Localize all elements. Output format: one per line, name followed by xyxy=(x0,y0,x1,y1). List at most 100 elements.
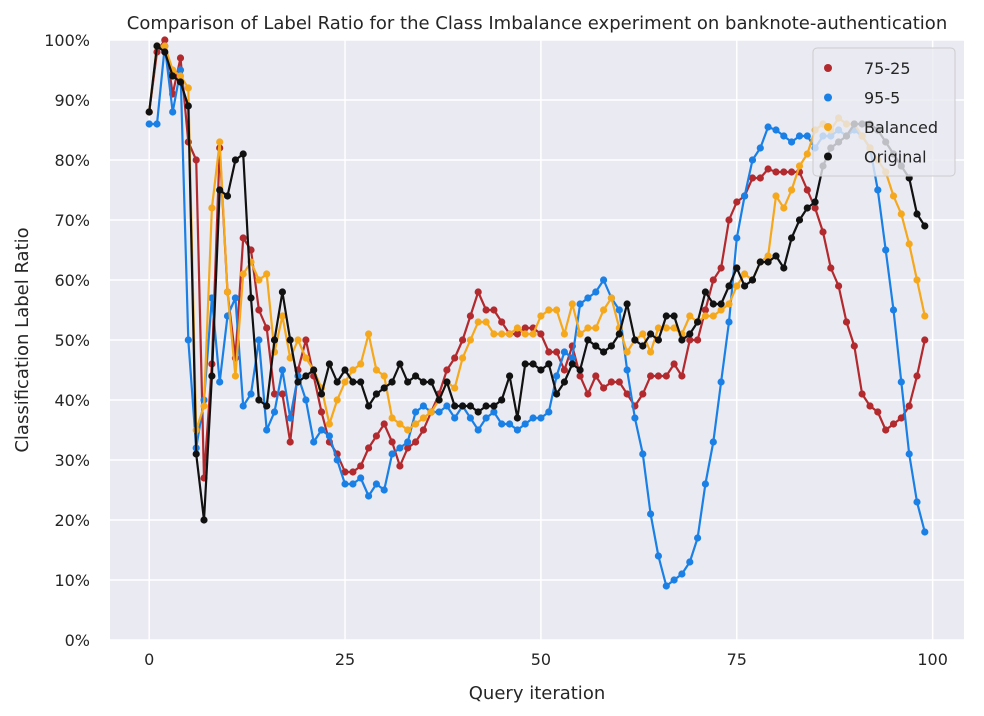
data-point-original xyxy=(521,360,529,368)
data-point-95-5 xyxy=(216,378,224,386)
data-point-75-25 xyxy=(592,372,600,380)
y-tick-label: 0% xyxy=(65,631,90,650)
data-point-original xyxy=(662,312,670,320)
data-point-75-25 xyxy=(412,438,420,446)
data-point-95-5 xyxy=(913,498,921,506)
data-point-95-5 xyxy=(474,426,482,434)
data-point-95-5 xyxy=(560,348,569,356)
data-point-95-5 xyxy=(435,408,443,416)
data-point-75-25 xyxy=(490,306,498,314)
data-point-95-5 xyxy=(325,432,333,440)
data-point-95-5 xyxy=(231,294,239,302)
data-point-75-25 xyxy=(451,354,459,362)
data-point-75-25 xyxy=(858,390,866,398)
data-point-balanced xyxy=(639,330,647,338)
data-point-95-5 xyxy=(780,132,788,140)
data-point-balanced xyxy=(592,324,600,332)
data-point-95-5 xyxy=(600,276,608,284)
legend-marker-75-25 xyxy=(824,64,832,72)
data-point-balanced xyxy=(333,396,341,404)
data-point-75-25 xyxy=(278,390,286,398)
legend-box xyxy=(812,47,956,177)
data-point-balanced xyxy=(404,426,412,434)
legend-label-original: Original xyxy=(864,148,927,167)
data-point-95-5 xyxy=(333,456,341,464)
data-point-95-5 xyxy=(184,336,192,344)
data-point-original xyxy=(545,360,553,368)
data-point-balanced xyxy=(419,414,427,422)
data-point-balanced xyxy=(176,72,185,80)
data-point-75-25 xyxy=(819,228,827,236)
data-point-original xyxy=(357,378,365,386)
data-point-75-25 xyxy=(647,372,655,380)
data-point-original xyxy=(553,390,561,398)
data-point-75-25 xyxy=(513,330,522,338)
data-point-original xyxy=(513,414,522,422)
data-point-95-5 xyxy=(419,402,427,410)
data-point-balanced xyxy=(451,384,459,392)
legend-label-75-25: 75-25 xyxy=(864,59,911,78)
legend-label-balanced: Balanced xyxy=(864,118,938,137)
data-point-original xyxy=(396,360,404,368)
data-point-original xyxy=(192,450,200,458)
data-point-balanced xyxy=(255,276,263,284)
data-point-balanced xyxy=(686,312,694,320)
data-point-original xyxy=(184,102,192,110)
data-point-95-5 xyxy=(678,570,686,578)
data-point-95-5 xyxy=(545,408,553,416)
data-point-95-5 xyxy=(286,414,294,422)
data-point-95-5 xyxy=(623,366,631,374)
data-point-95-5 xyxy=(553,372,561,380)
data-point-95-5 xyxy=(662,582,670,590)
data-point-95-5 xyxy=(921,528,929,536)
data-point-original xyxy=(482,402,490,410)
data-point-original xyxy=(270,336,279,344)
data-point-75-25 xyxy=(670,360,678,368)
data-point-95-5 xyxy=(803,132,811,140)
data-point-95-5 xyxy=(576,300,584,308)
data-point-original xyxy=(795,216,804,224)
data-point-95-5 xyxy=(615,306,623,314)
data-point-original xyxy=(255,396,263,404)
data-point-75-25 xyxy=(341,468,349,476)
data-point-75-25 xyxy=(803,186,811,194)
data-point-75-25 xyxy=(842,318,851,326)
data-point-75-25 xyxy=(772,168,780,176)
data-point-balanced xyxy=(459,354,467,362)
data-point-95-5 xyxy=(717,378,725,386)
data-point-original xyxy=(200,516,208,524)
data-point-balanced xyxy=(654,324,663,332)
data-point-balanced xyxy=(372,366,380,374)
data-point-75-25 xyxy=(443,366,451,374)
data-point-75-25 xyxy=(725,216,733,224)
data-point-75-25 xyxy=(694,336,702,344)
y-tick-label: 60% xyxy=(54,271,90,290)
data-point-original xyxy=(490,402,498,410)
data-point-original xyxy=(263,402,271,410)
data-point-original xyxy=(302,372,310,380)
data-point-95-5 xyxy=(568,354,576,362)
data-point-75-25 xyxy=(372,432,380,440)
data-point-95-5 xyxy=(882,246,890,254)
data-point-75-25 xyxy=(584,390,592,398)
data-point-75-25 xyxy=(545,348,553,356)
data-point-balanced xyxy=(709,312,717,320)
data-point-75-25 xyxy=(263,324,271,332)
data-point-original xyxy=(686,330,694,338)
data-point-75-25 xyxy=(302,336,310,344)
data-point-95-5 xyxy=(521,420,529,428)
x-axis-label: Query iteration xyxy=(469,683,605,704)
data-point-original xyxy=(576,366,584,374)
data-point-95-5 xyxy=(654,552,663,560)
data-point-balanced xyxy=(412,420,420,428)
x-tick-label: 75 xyxy=(727,650,747,669)
data-point-balanced xyxy=(780,204,788,212)
data-point-original xyxy=(803,204,811,212)
data-point-75-25 xyxy=(317,408,326,416)
data-point-95-5 xyxy=(647,510,655,518)
data-point-95-5 xyxy=(349,480,357,488)
data-point-balanced xyxy=(223,288,232,296)
data-point-original xyxy=(466,402,474,410)
series-line-balanced xyxy=(148,44,926,432)
data-point-original xyxy=(317,390,326,398)
